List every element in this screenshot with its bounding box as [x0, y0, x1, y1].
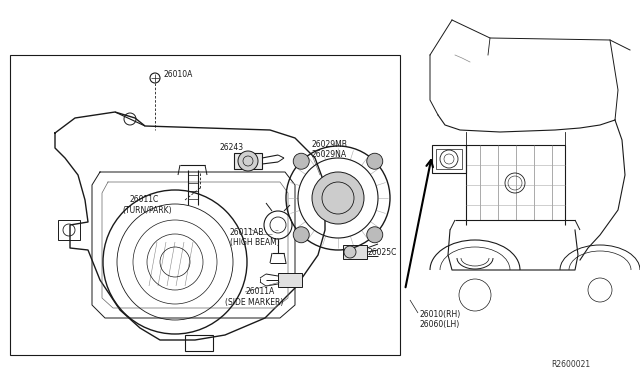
- Circle shape: [238, 151, 258, 171]
- Text: (SIDE MARKER): (SIDE MARKER): [225, 298, 284, 307]
- Bar: [234, 153, 262, 169]
- Text: 26011AB: 26011AB: [230, 228, 264, 237]
- Circle shape: [367, 153, 383, 169]
- Text: (TURN/PARK): (TURN/PARK): [122, 206, 172, 215]
- Circle shape: [367, 227, 383, 243]
- Bar: [436, 149, 462, 169]
- Text: 26025C: 26025C: [368, 248, 397, 257]
- Text: 26010(RH): 26010(RH): [420, 310, 461, 319]
- Bar: [278, 273, 302, 287]
- Bar: [58, 220, 80, 240]
- Bar: [185, 335, 213, 351]
- Text: R2600021: R2600021: [551, 360, 590, 369]
- Text: 26060(LH): 26060(LH): [420, 320, 460, 329]
- Bar: [10, 55, 400, 355]
- Text: 26029NA: 26029NA: [312, 150, 347, 159]
- Circle shape: [293, 227, 309, 243]
- Bar: [343, 245, 367, 259]
- Text: 26243: 26243: [220, 143, 244, 152]
- Circle shape: [312, 172, 364, 224]
- Bar: [432, 145, 466, 173]
- Text: 26029MB: 26029MB: [312, 140, 348, 149]
- Text: 26011C: 26011C: [130, 195, 159, 204]
- Circle shape: [344, 246, 356, 258]
- Text: 26011A: 26011A: [245, 287, 275, 296]
- Text: 26010A: 26010A: [163, 70, 193, 79]
- Text: (HIGH BEAM): (HIGH BEAM): [230, 238, 280, 247]
- Circle shape: [293, 153, 309, 169]
